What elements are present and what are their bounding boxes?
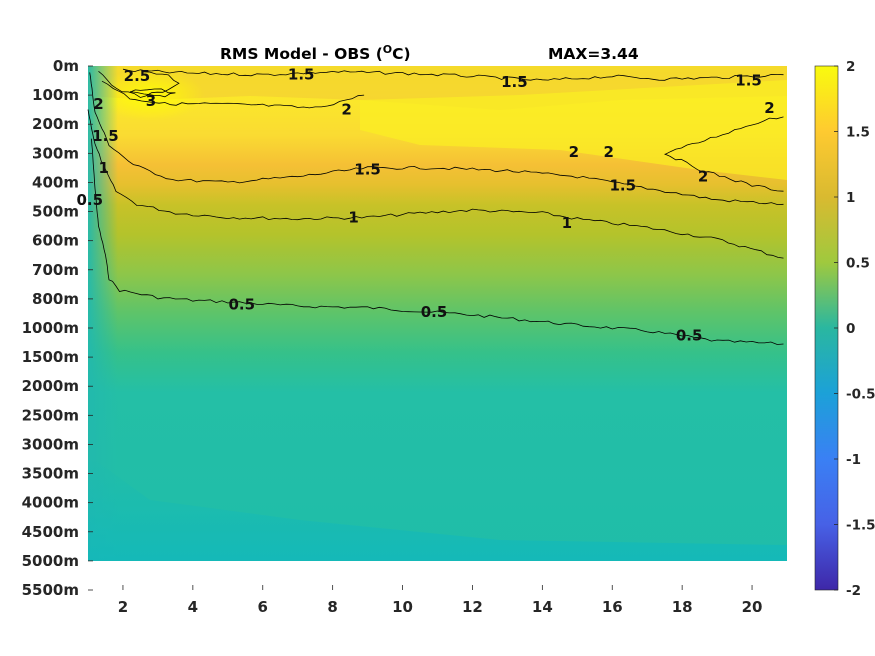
y-tick-label: 800m: [32, 290, 79, 308]
y-tick-label: 3000m: [22, 435, 79, 453]
contour-label: 1: [348, 208, 358, 226]
contour-line: [101, 80, 365, 109]
y-tick-label: 4500m: [22, 523, 79, 541]
x-tick-label: 20: [742, 598, 763, 616]
y-axis-ticks: 0m 100m 200m 300m 400m 500m 600m 700m 800m 1000m 1…: [22, 57, 93, 599]
y-tick-label: 4000m: [22, 494, 79, 512]
contour-line: [122, 68, 784, 81]
colorbar-ticks: 2 1.5 1 0.5 0 -0.5 -1 -1.5 -2: [834, 59, 875, 599]
contour-label: 0.5: [421, 303, 448, 321]
y-tick-label: 5000m: [22, 552, 79, 570]
y-tick-label: 400m: [32, 173, 79, 191]
heatmap-upper-hot-band: [360, 80, 787, 180]
contour-line: [98, 70, 180, 98]
y-tick-label: 100m: [32, 86, 79, 104]
x-tick-label: 12: [462, 598, 483, 616]
chart-title: RMS Model - OBS (OC): [220, 43, 411, 63]
contour-label: 1: [562, 214, 572, 232]
contour-label: 0.5: [676, 326, 703, 344]
contour-label: 0.5: [228, 296, 255, 314]
max-label: MAX=3.44: [548, 45, 639, 63]
plot-area: 2.531.521.5 1.522 221.51.521.510.51 10.5 0.5…: [76, 66, 787, 590]
colorbar-tick-label: -0.5: [846, 387, 875, 403]
y-tick-label: 3500m: [22, 465, 79, 483]
colorbar-tick-label: 1: [846, 190, 855, 206]
x-tick-label: 4: [188, 598, 198, 616]
contour-lines: [87, 68, 784, 345]
contour-label: 2: [569, 143, 579, 161]
contour-label: 1.5: [288, 66, 315, 84]
x-tick-label: 16: [602, 598, 623, 616]
contour-label: 2: [604, 143, 614, 161]
contour-labels: 2.531.521.5 1.522 221.51.521.510.51 10.5 0.5…: [76, 66, 774, 345]
y-tick-label: 500m: [32, 203, 79, 221]
colorbar-tick-label: 2: [846, 59, 855, 75]
colorbar-tick-label: 0.5: [846, 256, 870, 272]
y-tick-label: 1000m: [22, 319, 79, 337]
title-degree-symbol: O: [383, 43, 392, 56]
colorbar-tick-label: -1: [846, 452, 861, 468]
contour-line: [129, 88, 176, 98]
contour-label: 1: [99, 159, 109, 177]
y-tick-label: 1500m: [22, 348, 79, 366]
x-tick-label: 6: [258, 598, 268, 616]
y-tick-label: 5500m: [22, 581, 79, 599]
colorbar-tick-label: -2: [846, 583, 861, 599]
contour-label: 1.5: [609, 176, 636, 194]
contour-label: 2.5: [124, 67, 151, 85]
contour-line: [664, 153, 784, 192]
x-tick-label: 2: [118, 598, 128, 616]
y-tick-label: 200m: [32, 115, 79, 133]
heatmap-deep-band: [88, 455, 787, 561]
x-tick-label: 18: [672, 598, 693, 616]
colorbar-tick-label: 0: [846, 321, 855, 337]
y-tick-label: 2000m: [22, 377, 79, 395]
colorbar-tick-label: -1.5: [846, 518, 875, 534]
x-tick-label: 8: [327, 598, 337, 616]
x-axis-ticks: 2 4 6 8 10 12 14 16 18 20: [118, 585, 763, 616]
contour-label: 1.5: [92, 127, 119, 145]
contour-line: [87, 109, 784, 259]
contour-label: 1.5: [735, 72, 762, 90]
y-tick-label: 2500m: [22, 406, 79, 424]
contour-label: 2: [341, 101, 351, 119]
colorbar: 2 1.5 1 0.5 0 -0.5 -1 -1.5 -2: [814, 59, 875, 599]
contour-line: [91, 138, 784, 345]
contour-label: 3: [146, 92, 156, 110]
x-tick-label: 14: [532, 598, 553, 616]
contour-line: [664, 116, 784, 155]
y-tick-label: 600m: [32, 232, 79, 250]
contour-label: 2: [698, 168, 708, 186]
contour-label: 2: [764, 99, 774, 117]
contour-label: 2: [93, 95, 103, 113]
y-tick-label: 300m: [32, 144, 79, 162]
x-tick-label: 10: [392, 598, 413, 616]
contour-label: 0.5: [76, 191, 103, 209]
colorbar-tick-label: 1.5: [846, 125, 870, 141]
y-tick-label: 0m: [53, 57, 79, 75]
y-tick-label: 700m: [32, 261, 79, 279]
contour-line: [89, 72, 784, 206]
contour-label: 1.5: [354, 160, 381, 178]
contour-label: 1.5: [501, 73, 528, 91]
